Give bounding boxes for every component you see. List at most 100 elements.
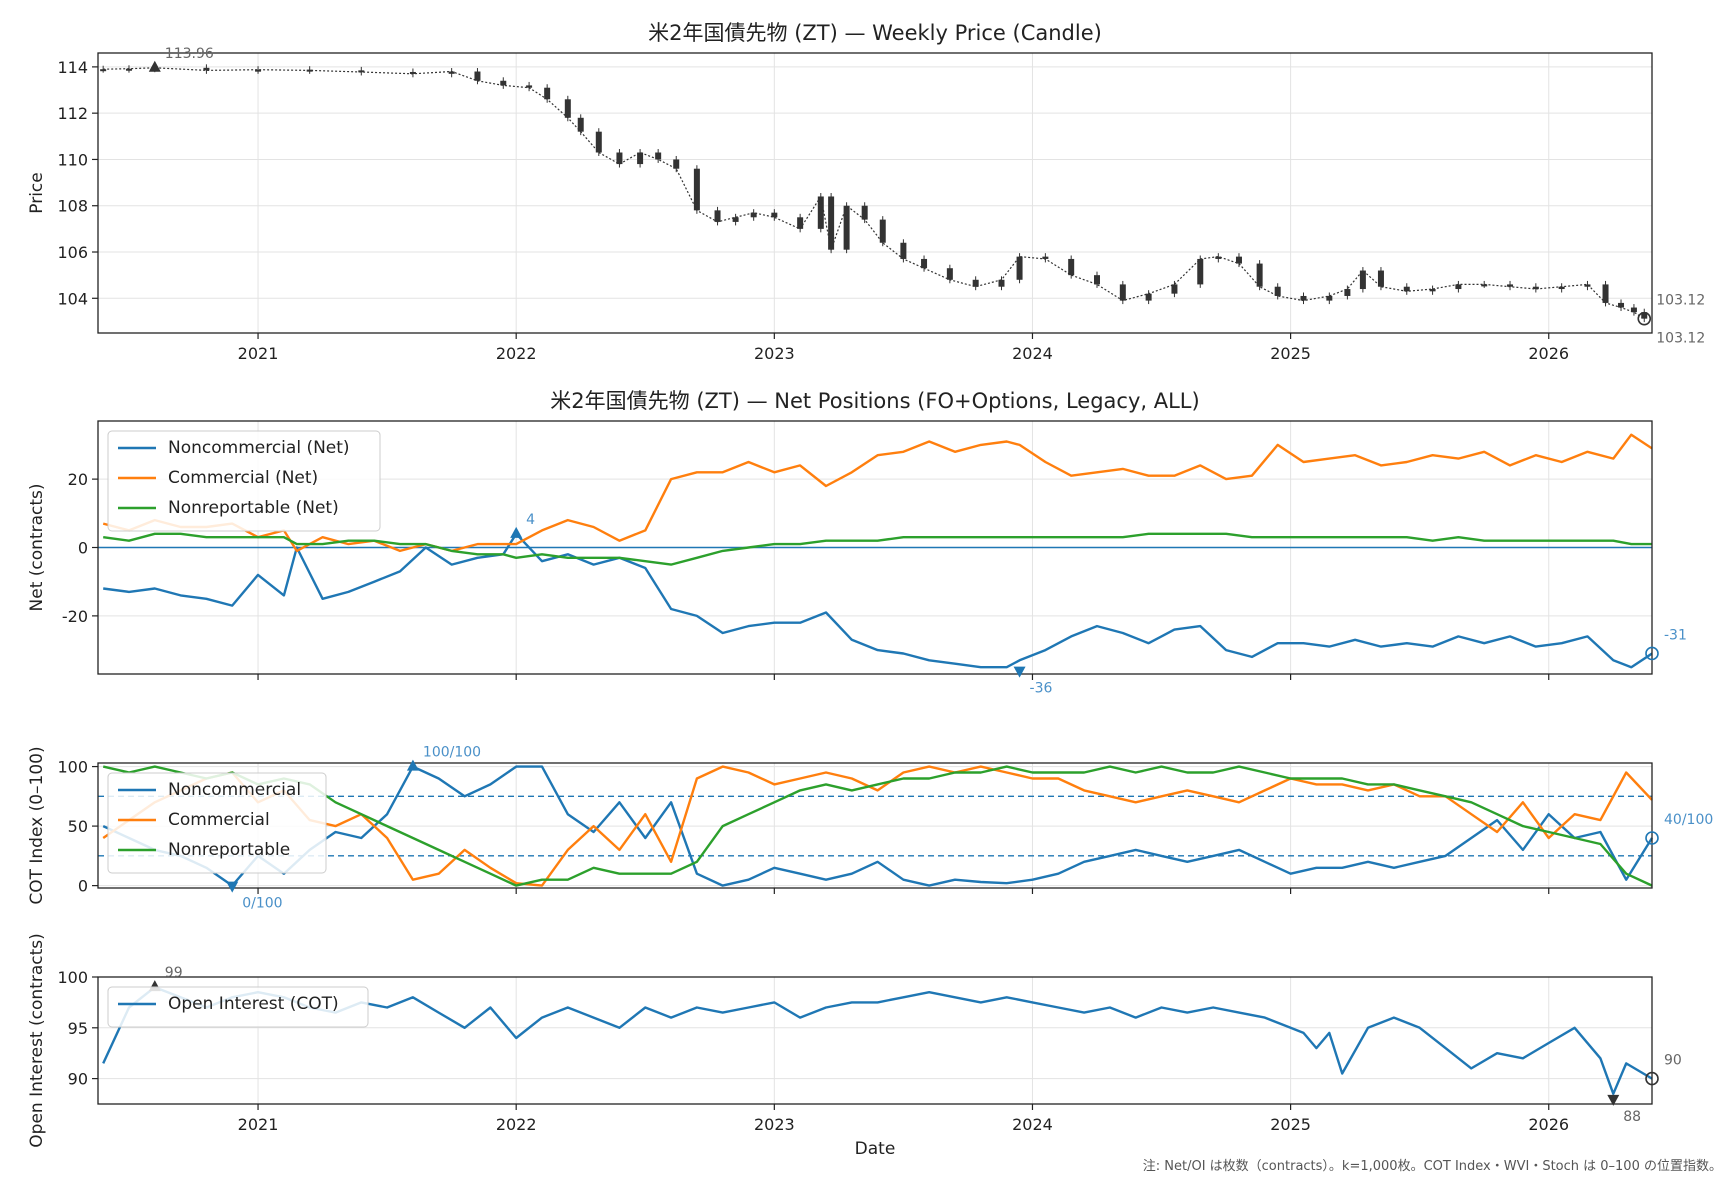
candle-body	[879, 219, 886, 243]
x-tick-label: 2023	[754, 1115, 795, 1134]
price-chart-title: 米2年国債先物 (ZT) — Weekly Price (Candle)	[648, 21, 1102, 45]
axes-layer: 104 106 108 110 112 114 2021 2022 2023 2024 2025 20…	[57, 52, 1653, 1134]
candle-body	[306, 69, 313, 72]
candle-body	[1274, 286, 1281, 296]
candle-body	[673, 159, 680, 169]
candle-body	[564, 99, 571, 118]
candle-body	[577, 117, 584, 132]
footnote: 注: Net/OI は枚数（contracts）。k=1,000枚。COT In…	[1143, 1159, 1722, 1174]
candle-body	[595, 131, 602, 153]
legend-entry-1: Commercial	[168, 810, 270, 830]
y-tick-label: 0	[78, 539, 88, 558]
price-axes-frame	[97, 52, 1653, 334]
annotation-marker-1	[1607, 1094, 1620, 1106]
y-tick-label: 90	[68, 1070, 88, 1089]
x-tick-label: 2022	[496, 344, 537, 363]
candle-body	[1235, 256, 1242, 264]
series-line-2	[103, 532, 1652, 566]
annotation-label-1: 88	[1623, 1109, 1641, 1125]
annotation-label-2: 90	[1664, 1053, 1682, 1069]
annotation-label-1: -36	[1030, 681, 1053, 697]
annotation-label-0: 100/100	[423, 745, 481, 761]
series-line-2	[102, 765, 1653, 887]
candle-body	[1119, 284, 1126, 301]
x-tick-label: 2021	[238, 1115, 279, 1134]
annotation-label-0: 4	[526, 512, 535, 528]
legend-entry-0: Noncommercial	[168, 780, 301, 800]
x-tick-label: 2025	[1270, 1115, 1311, 1134]
net-legend	[107, 430, 381, 532]
series-line-0	[102, 986, 1653, 1095]
candle-body	[358, 70, 365, 73]
annotation-marker-1	[1013, 666, 1026, 678]
candle-body	[1094, 275, 1100, 285]
candle-body	[255, 69, 262, 72]
y-tick-label: 50	[68, 817, 88, 836]
text-layer: 米2年国債先物 (ZT) — Weekly Price (Candle) Pric…	[27, 21, 1713, 1159]
candle-body	[1602, 284, 1609, 303]
x-tick-label: 2025	[1270, 344, 1311, 363]
candle-body	[900, 242, 907, 259]
annotation-marker-2	[1645, 1071, 1659, 1086]
candle-body	[693, 168, 700, 211]
candle-body	[1344, 289, 1351, 296]
candle-body	[125, 68, 132, 71]
candle-body	[817, 196, 824, 229]
candle-body	[1068, 258, 1075, 276]
y-tick-label: 0	[78, 877, 88, 896]
candle-body	[1326, 295, 1333, 301]
candle-body	[544, 87, 551, 100]
x-tick-label: 2024	[1012, 1115, 1053, 1134]
candle-body	[1429, 289, 1436, 292]
candle-body	[1145, 293, 1152, 301]
candle-body	[1197, 258, 1204, 285]
candle-body	[1630, 307, 1637, 313]
oi-legend	[107, 986, 369, 1028]
candle-body	[474, 71, 481, 81]
y-tick-label: 110	[57, 150, 88, 169]
candle-body	[771, 212, 778, 218]
data-layer	[98, 64, 1654, 1095]
annotation-marker-1	[226, 881, 239, 893]
candle-body	[1481, 284, 1488, 287]
y-tick-label: 106	[57, 243, 88, 262]
candle-body	[1377, 270, 1384, 287]
candle-body	[1455, 284, 1462, 290]
net-y-axis-label: Net (contracts)	[27, 484, 47, 612]
candle-body	[972, 279, 979, 287]
annotation-label-0: 99	[165, 965, 183, 981]
cot-y-axis-label: COT Index (0–100)	[27, 746, 47, 904]
x-tick-label: 2026	[1528, 344, 1569, 363]
candle-body	[1507, 284, 1514, 287]
candle-body	[1558, 286, 1565, 290]
x-tick-label: 2022	[496, 1115, 537, 1134]
legend-entry-0: Noncommercial (Net)	[168, 438, 350, 458]
annotation-label-2: -31	[1664, 627, 1687, 643]
candle-body	[861, 205, 868, 220]
annotation-marker-2	[1645, 831, 1659, 845]
candle-body	[946, 268, 953, 280]
x-tick-label: 2023	[754, 344, 795, 363]
annotation-marker-1	[1637, 311, 1652, 326]
price-y-axis-label: Price	[27, 172, 47, 213]
candle-body	[714, 210, 721, 222]
annotation-label-1: 0/100	[242, 896, 282, 912]
cot-legend	[107, 772, 327, 874]
x-tick-label: 2024	[1012, 344, 1053, 363]
legend-entry-1: Commercial (Net)	[168, 468, 318, 488]
candle-body	[998, 279, 1005, 287]
annotation-marker-0	[148, 60, 161, 72]
candle-body	[797, 217, 804, 229]
y-tick-label: 112	[57, 104, 88, 123]
y-tick-label: 104	[57, 289, 88, 308]
candle-body	[655, 152, 662, 160]
candle-body	[1016, 256, 1023, 280]
candle-body	[448, 71, 455, 74]
candle-body	[750, 212, 757, 218]
oi-axes-frame	[97, 976, 1653, 1105]
y-tick-label: -20	[62, 607, 88, 626]
candle-body	[100, 69, 107, 72]
candle-body	[409, 71, 416, 74]
y-tick-label: 100	[57, 758, 88, 777]
